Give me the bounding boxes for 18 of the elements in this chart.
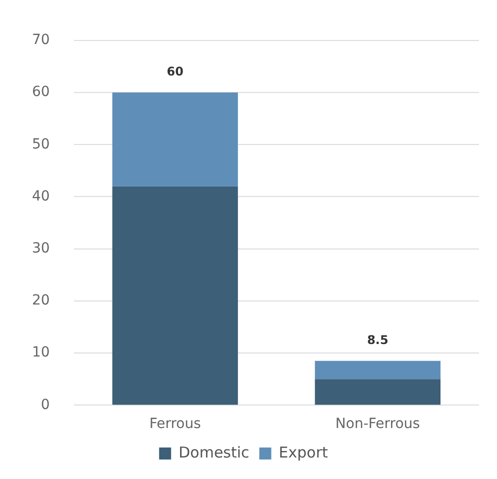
y-tick-label: 10 (32, 344, 50, 361)
bar (314, 379, 441, 405)
total-label: 8.5 (367, 333, 388, 348)
y-tick-label: 20 (32, 292, 50, 309)
bar (314, 360, 441, 380)
bar (112, 92, 238, 186)
x-tick-label: Ferrous (149, 416, 201, 432)
y-tick-label: 30 (32, 240, 50, 256)
legend-label: Domestic (178, 443, 250, 462)
y-tick-label: 70 (32, 32, 50, 48)
y-tick-label: 0 (40, 396, 50, 413)
y-tick-label: 60 (32, 84, 50, 100)
y-tick-label: 40 (32, 188, 50, 204)
legend-label: Export (278, 443, 328, 462)
bar (112, 186, 238, 405)
total-label: 60 (166, 64, 184, 79)
y-tick-label: 50 (32, 136, 50, 152)
x-tick-label: Non-Ferrous (335, 416, 420, 432)
